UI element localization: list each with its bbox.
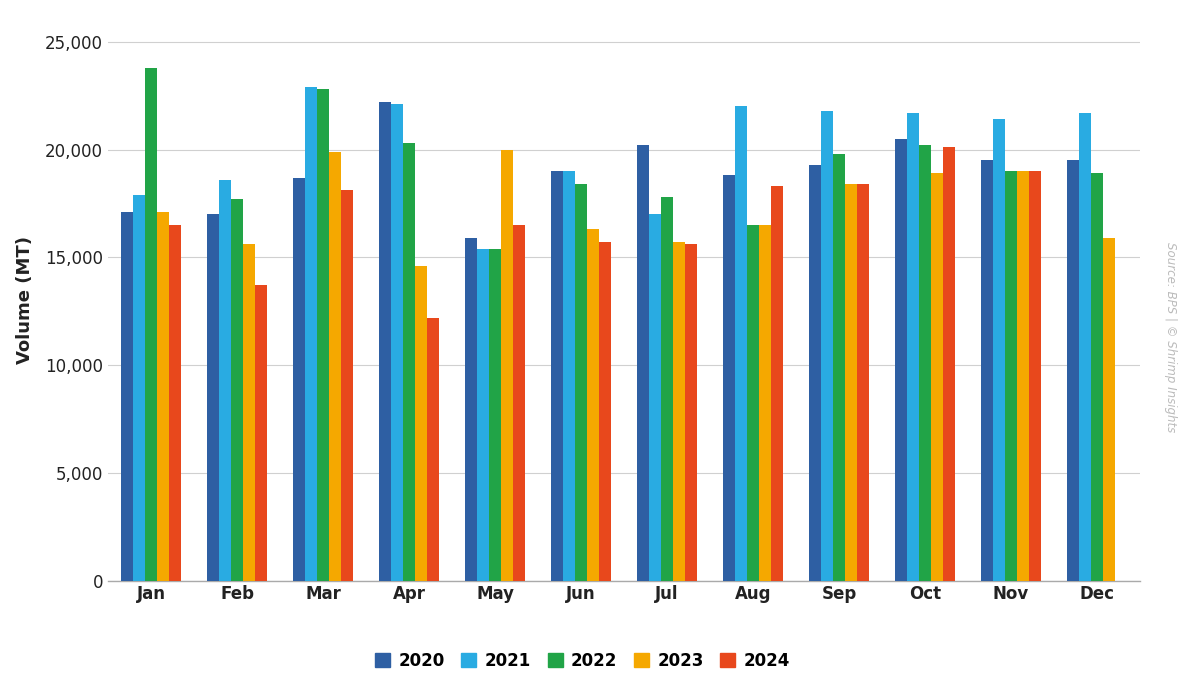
Y-axis label: Volume (MT): Volume (MT) <box>16 236 34 364</box>
Bar <box>1079 113 1091 580</box>
Bar <box>1004 171 1018 580</box>
Bar <box>661 197 673 580</box>
Legend: 2020, 2021, 2022, 2023, 2024: 2020, 2021, 2022, 2023, 2024 <box>368 645 797 675</box>
Bar <box>895 139 907 580</box>
Bar <box>551 171 563 580</box>
Bar <box>464 238 476 580</box>
Bar <box>772 186 784 580</box>
Bar <box>230 199 244 580</box>
Bar <box>575 184 587 580</box>
Bar <box>1103 238 1115 580</box>
Bar <box>476 248 488 580</box>
Bar <box>857 184 869 580</box>
Bar <box>907 113 919 580</box>
Bar <box>502 150 514 580</box>
Bar <box>305 87 317 580</box>
Bar <box>821 111 833 580</box>
Bar <box>121 212 133 580</box>
Bar <box>599 242 611 580</box>
Bar <box>293 178 305 580</box>
Bar <box>845 184 857 580</box>
Bar <box>1030 171 1042 580</box>
Bar <box>1091 173 1103 580</box>
Bar <box>649 214 661 580</box>
Bar <box>169 225 181 580</box>
Bar <box>244 244 256 580</box>
Bar <box>415 266 427 580</box>
Bar <box>218 180 230 580</box>
Bar <box>379 102 391 580</box>
Bar <box>341 190 353 580</box>
Bar <box>1018 171 1030 580</box>
Bar <box>760 225 772 580</box>
Bar <box>488 248 502 580</box>
Text: Source: BPS | © Shrimp Insights: Source: BPS | © Shrimp Insights <box>1164 242 1176 433</box>
Bar <box>514 225 526 580</box>
Bar <box>256 286 268 580</box>
Bar <box>391 105 403 580</box>
Bar <box>317 89 329 580</box>
Bar <box>329 152 341 580</box>
Bar <box>931 173 943 580</box>
Bar <box>145 68 157 580</box>
Bar <box>722 176 734 580</box>
Bar <box>673 242 685 580</box>
Bar <box>919 145 931 580</box>
Bar <box>809 165 821 580</box>
Bar <box>587 230 599 580</box>
Bar <box>980 161 992 580</box>
Bar <box>734 107 746 580</box>
Bar <box>637 145 649 580</box>
Bar <box>833 154 845 580</box>
Bar <box>133 195 145 580</box>
Bar <box>563 171 575 580</box>
Bar <box>206 214 218 580</box>
Bar <box>685 244 697 580</box>
Bar <box>157 212 169 580</box>
Bar <box>943 147 955 580</box>
Bar <box>1067 161 1079 580</box>
Bar <box>992 119 1004 580</box>
Bar <box>427 318 439 580</box>
Bar <box>746 225 760 580</box>
Bar <box>403 143 415 580</box>
